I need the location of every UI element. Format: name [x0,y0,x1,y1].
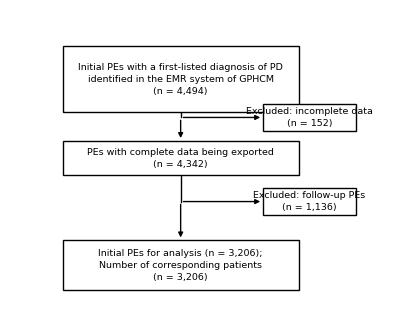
Text: Initial PEs for analysis (n = 3,206);
Number of corresponding patients
(n = 3,20: Initial PEs for analysis (n = 3,206); Nu… [98,249,263,282]
FancyBboxPatch shape [63,240,299,290]
Text: Excluded: follow-up PEs
(n = 1,136): Excluded: follow-up PEs (n = 1,136) [253,191,366,212]
FancyBboxPatch shape [263,188,356,215]
Text: PEs with complete data being exported
(n = 4,342): PEs with complete data being exported (n… [87,148,274,169]
Text: Excluded: incomplete data
(n = 152): Excluded: incomplete data (n = 152) [246,107,373,128]
Text: Initial PEs with a first-listed diagnosis of PD
identified in the EMR system of : Initial PEs with a first-listed diagnosi… [78,63,283,96]
FancyBboxPatch shape [63,46,299,112]
FancyBboxPatch shape [63,141,299,175]
FancyBboxPatch shape [263,104,356,131]
